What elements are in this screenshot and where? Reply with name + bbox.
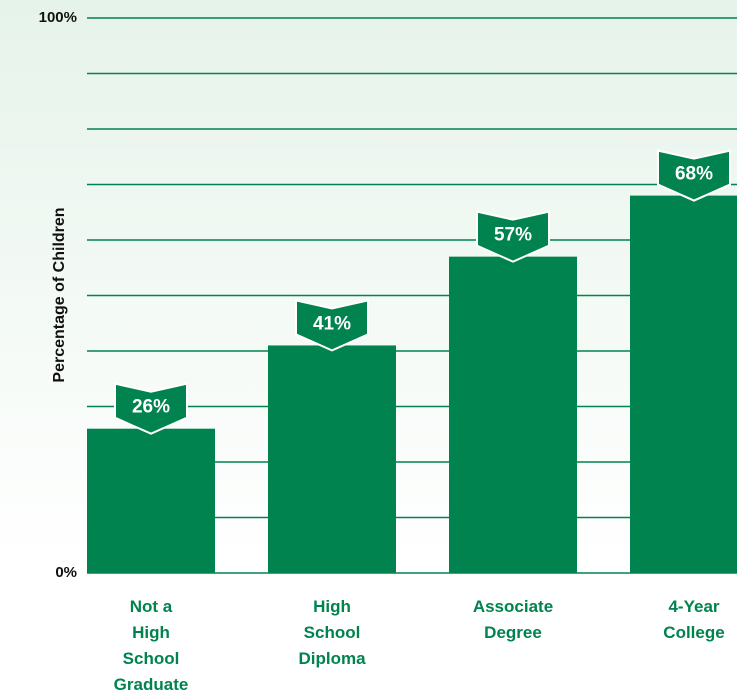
bar	[268, 345, 396, 573]
value-badge: 41%	[295, 299, 369, 352]
value-badge: 26%	[114, 382, 188, 435]
x-tick-label: 4-Year College	[663, 597, 725, 642]
x-tick-label: High School Diploma	[298, 597, 366, 668]
y-tick-label: 100%	[39, 9, 77, 26]
y-tick-label: 0%	[55, 564, 77, 581]
value-label: 68%	[675, 164, 713, 185]
value-label: 41%	[313, 313, 351, 334]
x-tick-label: Associate Degree	[472, 597, 554, 642]
book	[476, 210, 550, 263]
bar	[630, 195, 737, 573]
grid	[87, 17, 737, 574]
book	[295, 299, 369, 352]
value-label: 26%	[132, 397, 170, 418]
bar	[449, 256, 577, 573]
value-badge: 57%	[476, 210, 550, 263]
x-tick-label: Not a High School Graduate	[113, 597, 189, 694]
value-label: 57%	[494, 225, 532, 246]
book	[114, 382, 188, 435]
bar	[87, 428, 215, 573]
book	[657, 149, 731, 202]
y-axis-title: Percentage of Children	[51, 207, 68, 382]
value-badge: 68%	[657, 149, 731, 202]
